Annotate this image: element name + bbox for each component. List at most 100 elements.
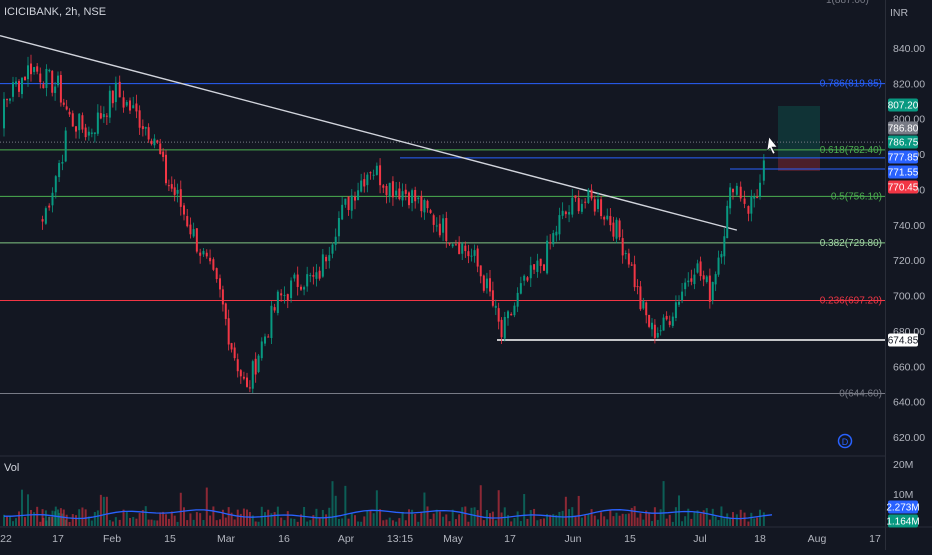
mouse-cursor-icon [766, 136, 778, 155]
candle-body [51, 70, 54, 93]
volume-bar [93, 512, 96, 526]
candle-body [6, 99, 8, 101]
candle-body [354, 196, 356, 201]
time-axis-label: Feb [103, 533, 121, 545]
volume-bar [144, 506, 147, 526]
candle-body [176, 189, 179, 194]
candle-body [476, 248, 479, 267]
candle-body [3, 98, 5, 129]
price-tag-2 [888, 135, 918, 149]
candle-body [328, 255, 331, 261]
volume-axis-tick: 20M [893, 459, 913, 471]
volume-bar [759, 509, 761, 526]
candle-body [747, 206, 750, 214]
candle-body [702, 275, 705, 280]
candle-body [497, 308, 500, 322]
candle-body [687, 280, 690, 283]
volume-bar [633, 506, 636, 526]
candle-body [300, 286, 302, 290]
volume-bar [659, 509, 662, 526]
candle-body [306, 274, 309, 287]
volume-bar [510, 521, 513, 526]
volume-bar [639, 513, 642, 526]
volume-bar [621, 513, 624, 526]
candle-body [451, 244, 454, 247]
candle-body [753, 196, 756, 199]
volume-bar [662, 481, 665, 526]
volume-bar [555, 515, 558, 526]
candle-body [636, 286, 639, 288]
descending-trendline[interactable] [0, 34, 738, 231]
candle-body [246, 377, 248, 387]
candle-body [325, 256, 328, 262]
volume-bar [27, 494, 29, 526]
volume-bar [6, 516, 8, 526]
volume-bar [612, 516, 615, 526]
candle-body [64, 130, 67, 162]
candle-body [580, 203, 583, 212]
symbol-title[interactable]: ICICIBANK, 2h, NSE [4, 6, 107, 18]
candle-body [729, 187, 732, 209]
volume-bar [9, 516, 11, 526]
price-tag-0 [888, 98, 918, 112]
volume-bar [236, 509, 239, 526]
candle-body [248, 387, 251, 389]
candle-body [296, 274, 299, 287]
volume-bar [671, 521, 674, 526]
volume-bar [593, 515, 596, 526]
volume-bar [705, 508, 708, 526]
candle-body [473, 250, 476, 256]
candle-body [435, 225, 438, 227]
price-tag-text-1: 786.80 [888, 124, 919, 135]
candle-body [690, 278, 693, 282]
volume-bar [202, 520, 205, 526]
volume-bar [401, 511, 404, 526]
position-target-zone[interactable] [778, 105, 820, 158]
candle-body [470, 255, 473, 257]
candle-body [461, 243, 464, 254]
candle-body [467, 251, 470, 257]
volume-tag-1 [888, 514, 918, 528]
time-axis-label: 13:15 [387, 533, 413, 545]
candle-body [519, 283, 522, 294]
volume-bar [747, 521, 750, 526]
volume-bar [461, 507, 464, 526]
volume-bar [533, 508, 536, 526]
volume-bar [723, 518, 726, 526]
volume-bar [464, 506, 467, 526]
candle-body [114, 82, 117, 103]
volume-bar [118, 519, 121, 526]
volume-bar [344, 485, 347, 526]
volume-bar [426, 506, 429, 526]
candle-body [221, 289, 224, 305]
candle-body [135, 103, 138, 112]
price-tag-text-2: 786.75 [888, 138, 919, 149]
volume-bar [257, 521, 260, 526]
candle-body [648, 314, 651, 327]
candle-body [577, 198, 580, 212]
volume-bar [432, 513, 435, 526]
volume-bar [523, 494, 526, 526]
volume-bar [467, 521, 470, 526]
volume-bar [454, 519, 457, 526]
volume-bar [21, 489, 23, 526]
candle-body [108, 90, 111, 118]
volume-bar [162, 511, 165, 526]
candle-body [529, 265, 532, 279]
volume-bar [678, 495, 680, 526]
candle-body [543, 264, 545, 271]
volume-bar [18, 511, 20, 526]
time-axis-label: May [443, 533, 464, 545]
time-axis-label: 17 [869, 533, 881, 545]
position-stop-zone[interactable] [778, 157, 820, 171]
volume-bar [273, 512, 276, 526]
volume-bar [756, 517, 759, 526]
candle-body [350, 195, 353, 211]
candle-body [331, 244, 334, 254]
volume-bar [491, 511, 494, 526]
time-axis-label: 17 [504, 533, 516, 545]
volume-bar [750, 512, 753, 526]
dividend-marker-icon[interactable] [837, 433, 853, 449]
